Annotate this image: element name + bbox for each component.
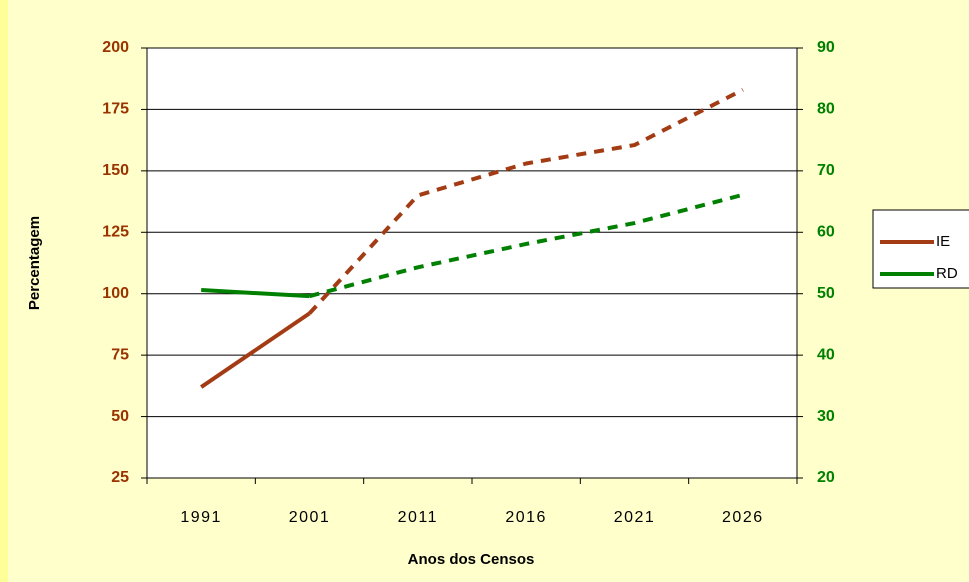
- line: [200, 311, 311, 389]
- y-tick-label: 75: [111, 346, 129, 363]
- y2-tick-label: 90: [817, 39, 835, 56]
- x-tick-label: 2021: [614, 509, 656, 526]
- x-axis-title: Anos dos Censos: [408, 551, 535, 568]
- y-tick-label: 100: [102, 285, 129, 302]
- x-tick-label: 2001: [289, 509, 331, 526]
- y2-tick-label: 80: [817, 101, 835, 118]
- y2-tick-label: 50: [817, 285, 835, 302]
- x-tick-label: 2016: [505, 509, 547, 526]
- y-tick-label: 175: [102, 101, 129, 118]
- x-tick-label: 2011: [398, 509, 438, 526]
- legend-label: RD: [936, 265, 958, 282]
- y2-tick-label: 60: [817, 224, 835, 241]
- line: [201, 288, 310, 299]
- y2-tick-label: 70: [817, 162, 835, 179]
- y2-tick-label: 30: [817, 408, 835, 425]
- legend-label: IE: [936, 233, 950, 250]
- x-tick-label: 1991: [180, 509, 222, 526]
- y-tick-label: 200: [102, 39, 129, 56]
- y-tick-label: 25: [111, 469, 129, 486]
- y-tick-label: 150: [102, 162, 129, 179]
- y-axis-title: Percentagem: [26, 216, 43, 310]
- line-projection: [308, 192, 744, 299]
- y-tick-label: 50: [111, 408, 129, 425]
- x-tick-label: 2026: [722, 509, 764, 526]
- y2-tick-label: 20: [817, 469, 835, 486]
- plot-area: [147, 48, 797, 478]
- y2-tick-label: 40: [817, 346, 835, 363]
- line-projection: [308, 87, 744, 315]
- y-tick-label: 125: [102, 224, 129, 241]
- left-strip: [0, 0, 8, 582]
